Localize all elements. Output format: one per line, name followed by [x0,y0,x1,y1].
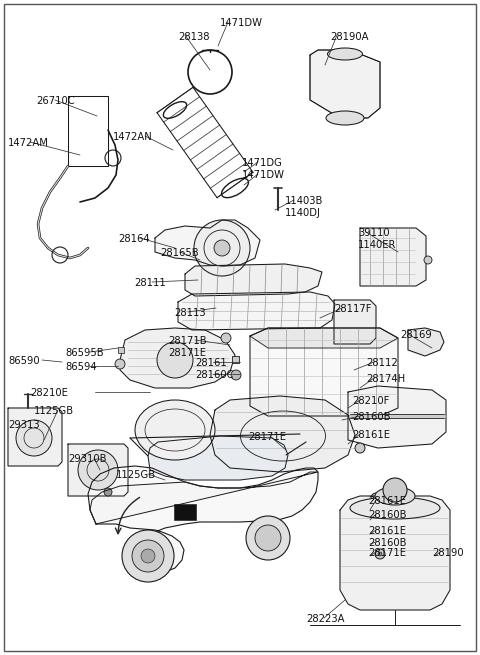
Circle shape [378,552,382,556]
Text: 1125GB: 1125GB [116,470,156,480]
Text: 28223A: 28223A [306,614,345,624]
Circle shape [370,506,382,518]
Text: 28169: 28169 [400,330,432,340]
Text: 28190: 28190 [432,548,464,558]
Polygon shape [408,328,444,356]
Circle shape [231,370,241,380]
Polygon shape [334,300,376,344]
Text: 28174H: 28174H [366,374,405,384]
Circle shape [115,359,125,369]
Bar [118,347,124,353]
Text: 86595B: 86595B [65,348,104,358]
Polygon shape [68,444,128,496]
Circle shape [255,525,281,551]
Text: 28171E: 28171E [248,432,286,442]
Text: 28161: 28161 [195,358,227,368]
Ellipse shape [135,400,215,460]
Circle shape [157,342,193,378]
Polygon shape [360,228,426,286]
Text: 1140ER: 1140ER [358,240,396,250]
Text: 28161E: 28161E [368,496,406,506]
Text: 28113: 28113 [174,308,205,318]
Polygon shape [148,436,288,480]
Circle shape [132,540,164,572]
Text: 28171B: 28171B [168,336,206,346]
Ellipse shape [350,497,440,519]
Text: 1471DW: 1471DW [220,18,263,28]
Text: 29310B: 29310B [68,454,107,464]
Circle shape [375,549,385,559]
Polygon shape [155,220,260,266]
Text: 86594: 86594 [65,362,96,372]
Text: 28171E: 28171E [168,348,206,358]
Polygon shape [178,292,335,330]
Text: 26710C: 26710C [36,96,74,106]
Circle shape [16,420,52,456]
Text: 28161E: 28161E [352,430,390,440]
Text: 28160C: 28160C [195,370,233,380]
Polygon shape [120,328,235,388]
Text: 11403B: 11403B [285,196,324,206]
Polygon shape [250,328,398,416]
Text: 28138: 28138 [178,32,209,42]
Circle shape [122,530,174,582]
Polygon shape [340,496,450,610]
Text: 1472AN: 1472AN [113,132,153,142]
Bar [174,504,196,520]
Polygon shape [8,408,62,466]
Text: 28111: 28111 [134,278,166,288]
Polygon shape [88,466,318,572]
Text: 86590: 86590 [8,356,40,366]
Text: 28117F: 28117F [334,304,372,314]
Text: 1125GB: 1125GB [34,406,74,416]
Circle shape [383,478,407,502]
Circle shape [371,493,381,503]
Text: 28210E: 28210E [30,388,68,398]
Circle shape [246,516,290,560]
Ellipse shape [327,48,362,60]
Text: 28160B: 28160B [352,412,391,422]
Circle shape [194,220,250,276]
Circle shape [141,549,155,563]
Text: 1471DG: 1471DG [242,158,283,168]
Text: 29313: 29313 [8,420,40,430]
Polygon shape [348,386,446,448]
Circle shape [221,333,231,343]
Text: 28165B: 28165B [160,248,199,258]
Text: 28161E: 28161E [368,526,406,536]
Text: 28160B: 28160B [368,538,407,548]
Circle shape [104,488,112,496]
Text: 28164: 28164 [118,234,150,244]
Bar [232,356,239,363]
Polygon shape [210,396,355,472]
Polygon shape [310,50,380,118]
Text: 28190A: 28190A [330,32,369,42]
Circle shape [214,240,230,256]
Ellipse shape [326,111,364,125]
Ellipse shape [375,487,415,505]
Text: 1471DW: 1471DW [242,170,285,180]
Polygon shape [250,328,398,348]
Polygon shape [90,472,318,524]
Text: 1140DJ: 1140DJ [285,208,321,218]
Text: 39110: 39110 [358,228,390,238]
Text: 28210F: 28210F [352,396,389,406]
Text: 1472AM: 1472AM [8,138,49,148]
Circle shape [355,443,365,453]
Text: 28171E: 28171E [368,548,406,558]
Text: 28160B: 28160B [368,510,407,520]
Text: 28112: 28112 [366,358,398,368]
Circle shape [78,450,118,490]
Polygon shape [185,264,322,296]
Circle shape [424,256,432,264]
